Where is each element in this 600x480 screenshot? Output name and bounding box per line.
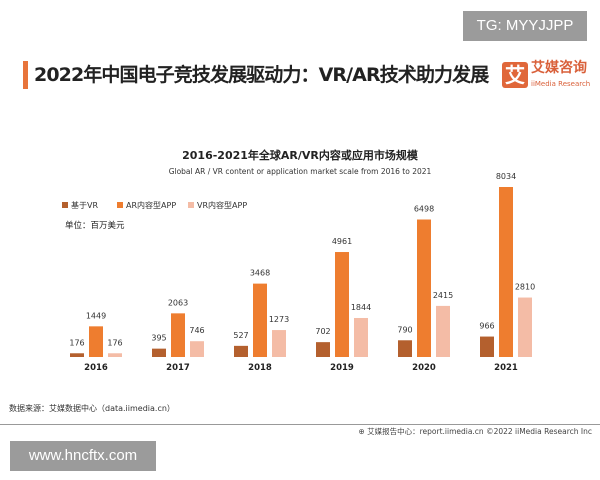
bar	[480, 336, 494, 357]
data-label: 1273	[269, 315, 289, 324]
bar	[417, 219, 431, 357]
legend-swatch	[117, 202, 123, 208]
bar	[436, 305, 450, 357]
data-label: 6498	[414, 205, 434, 214]
x-tick-label: 2020	[412, 363, 436, 373]
page-title: 2022年中国电子竞技发展驱动力：VR/AR技术助力发展	[34, 64, 489, 86]
logo-text: 艾媒咨询	[531, 60, 587, 76]
bar	[354, 317, 368, 357]
legend-label: 基于VR	[71, 201, 99, 210]
data-label: 8034	[496, 172, 516, 181]
x-tick-label: 2021	[494, 363, 518, 373]
legend-label: AR内容型APP	[126, 201, 177, 210]
bar	[152, 348, 166, 357]
data-label: 3468	[250, 269, 270, 278]
source-note: 数据来源：艾媒数据中心（data.iimedia.cn）	[9, 404, 175, 413]
bar	[316, 342, 330, 357]
watermark-bottom: www.hncftx.com	[10, 441, 156, 471]
data-label: 790	[397, 325, 412, 334]
bar	[518, 297, 532, 357]
legend-swatch	[62, 202, 68, 208]
data-label: 1449	[86, 311, 106, 320]
bar	[272, 330, 286, 357]
bar	[89, 326, 103, 357]
chart-title: 2016-2021年全球AR/VR内容或应用市场规模	[182, 149, 418, 162]
bar	[234, 345, 248, 357]
title-accent-bar	[23, 61, 28, 89]
data-label: 395	[151, 334, 166, 343]
bar	[335, 252, 349, 357]
data-label: 4961	[332, 237, 352, 246]
data-label: 2415	[433, 291, 453, 300]
x-tick-label: 2019	[330, 363, 354, 373]
bar	[108, 353, 122, 357]
bar	[70, 353, 84, 357]
x-tick-label: 2017	[166, 363, 190, 373]
legend-label: VR内容型APP	[197, 201, 248, 210]
bar	[171, 313, 185, 357]
data-label: 702	[315, 327, 330, 336]
bar	[398, 340, 412, 357]
bar	[499, 187, 513, 357]
legend-item-ar: AR内容型APP	[117, 200, 176, 211]
data-label: 966	[479, 322, 494, 331]
x-tick-label: 2016	[84, 363, 108, 373]
logo-icon: 艾	[502, 62, 528, 88]
globe-icon: ⊕	[358, 427, 368, 436]
data-label: 746	[189, 326, 204, 335]
data-label: 176	[69, 338, 84, 347]
data-label: 527	[233, 331, 248, 340]
data-label: 2063	[168, 298, 188, 307]
chart-subtitle: Global AR / VR content or application ma…	[168, 167, 432, 176]
bar	[190, 341, 204, 357]
x-tick-label: 2018	[248, 363, 272, 373]
data-label: 1844	[351, 303, 371, 312]
bar	[253, 283, 267, 357]
logo-subtext: iiMedia Research	[531, 80, 591, 88]
data-label: 2810	[515, 283, 535, 292]
bar-chart: 176 1449 176 2016 395 2063 746 2017 527 3468 1273 2…	[69, 172, 535, 373]
legend-item-vr: 基于VR	[62, 200, 98, 211]
footer-credit: ⊕ 艾媒报告中心：report.iimedia.cn ©2022 iiMedia…	[358, 426, 592, 437]
legend-swatch	[188, 202, 194, 208]
footer-text: 艾媒报告中心：report.iimedia.cn ©2022 iiMedia R…	[367, 427, 592, 436]
watermark-top: TG: MYYJJPP	[463, 11, 587, 41]
unit-label: 单位：百万美元	[65, 221, 125, 231]
divider	[0, 424, 600, 425]
data-label: 176	[107, 338, 122, 347]
legend-item-vrapp: VR内容型APP	[188, 200, 247, 211]
